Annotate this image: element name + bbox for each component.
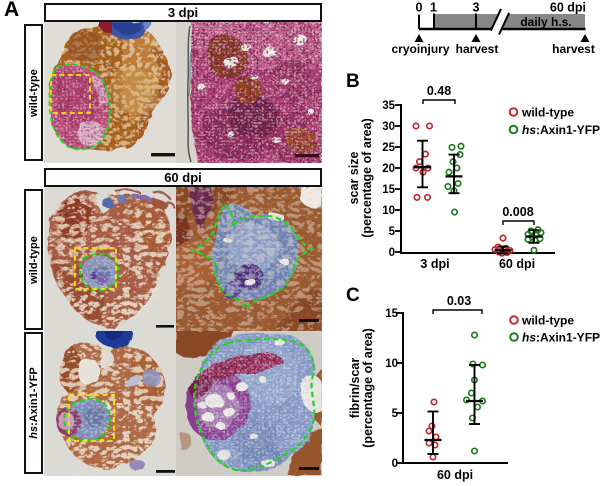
svg-text:3: 3 — [473, 1, 480, 15]
svg-text:20: 20 — [382, 163, 395, 175]
svg-text:hs:Axin1-YFP: hs:Axin1-YFP — [522, 331, 600, 345]
svg-text:3 dpi: 3 dpi — [420, 257, 449, 271]
svg-text:10: 10 — [382, 205, 395, 217]
svg-text:cryoinjury: cryoinjury — [391, 42, 449, 56]
svg-text:15: 15 — [382, 184, 395, 196]
svg-text:B: B — [346, 71, 360, 92]
svg-text:60 dpi: 60 dpi — [550, 1, 586, 15]
svg-text:fibrin/scar: fibrin/scar — [348, 358, 362, 419]
svg-text:0: 0 — [416, 1, 423, 15]
svg-text:daily h.s.: daily h.s. — [520, 15, 571, 29]
svg-text:0.03: 0.03 — [447, 294, 471, 308]
svg-text:scar size: scar size — [347, 152, 361, 205]
svg-text:(percentage of area): (percentage of area) — [360, 118, 374, 237]
svg-text:0.008: 0.008 — [502, 205, 533, 219]
svg-text:harvest: harvest — [456, 42, 499, 56]
svg-text:0.48: 0.48 — [427, 84, 451, 98]
svg-text:35: 35 — [382, 100, 395, 112]
svg-text:10: 10 — [385, 358, 398, 370]
svg-text:wild-type: wild-type — [521, 106, 574, 120]
svg-text:30: 30 — [382, 121, 395, 133]
svg-text:hs:Axin1-YFP: hs:Axin1-YFP — [522, 123, 600, 137]
svg-text:0: 0 — [392, 458, 398, 470]
svg-text:60 dpi: 60 dpi — [499, 257, 535, 271]
svg-text:60 dpi: 60 dpi — [437, 468, 473, 482]
svg-text:5: 5 — [392, 408, 399, 420]
svg-text:C: C — [346, 285, 360, 306]
svg-text:harvest: harvest — [552, 42, 595, 56]
svg-text:15: 15 — [385, 308, 398, 320]
svg-text:(percentage of area): (percentage of area) — [361, 328, 375, 447]
svg-text:1: 1 — [430, 1, 437, 15]
svg-text:wild-type: wild-type — [521, 314, 574, 328]
svg-text:5: 5 — [389, 226, 396, 238]
svg-text:25: 25 — [382, 142, 395, 154]
svg-text:0: 0 — [389, 247, 395, 259]
